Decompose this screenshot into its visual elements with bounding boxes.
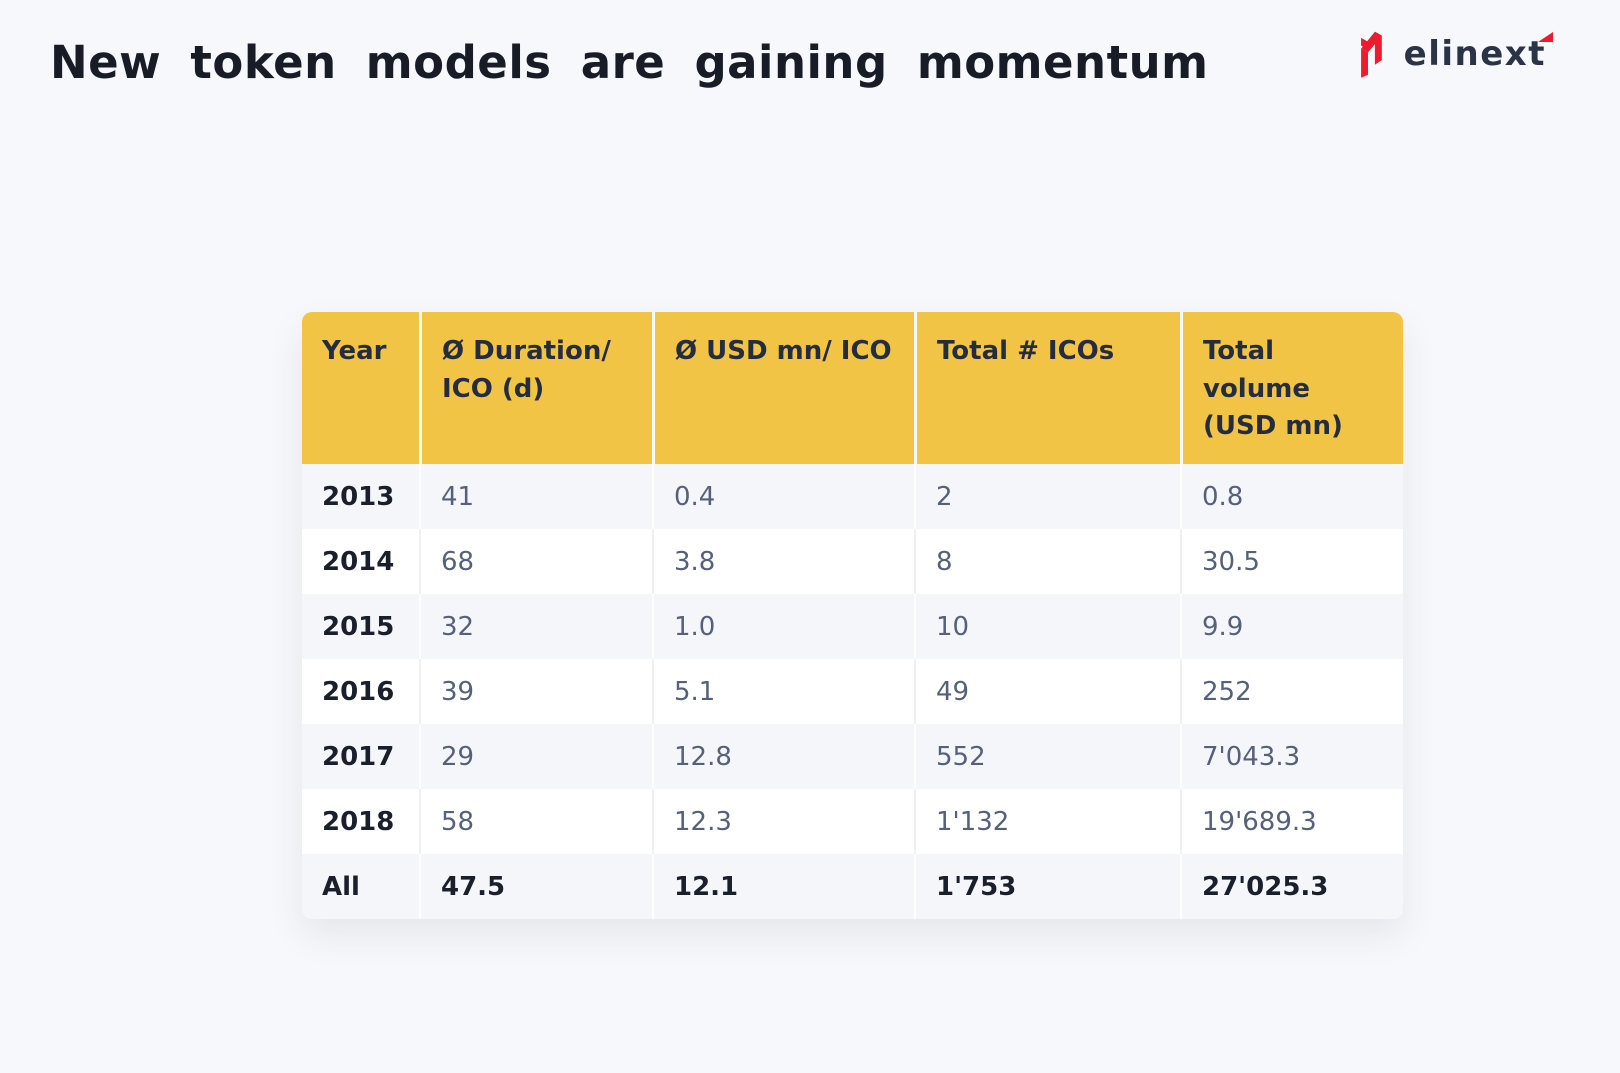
logo-accent-triangle bbox=[1538, 32, 1553, 42]
cell-year: 2014 bbox=[302, 529, 419, 595]
cell-year: All bbox=[302, 854, 419, 920]
cell-total-icos: 8 bbox=[914, 529, 1180, 595]
cell-total-icos: 10 bbox=[914, 594, 1180, 660]
cell-duration: 58 bbox=[419, 789, 652, 855]
cell-usd-per-ico: 12.8 bbox=[652, 724, 914, 790]
cell-usd-per-ico: 12.3 bbox=[652, 789, 914, 855]
column-header-usd-per-ico: Ø USD mn/ ICO bbox=[652, 312, 914, 465]
cell-total-volume: 252 bbox=[1180, 659, 1403, 725]
cell-usd-per-ico: 5.1 bbox=[652, 659, 914, 725]
cell-total-icos: 552 bbox=[914, 724, 1180, 790]
cell-duration: 39 bbox=[419, 659, 652, 725]
table-row-2013: 2013 41 0.4 2 0.8 bbox=[302, 464, 1403, 530]
cell-total-icos: 2 bbox=[914, 464, 1180, 530]
cell-total-volume: 9.9 bbox=[1180, 594, 1403, 660]
cell-total-volume: 27'025.3 bbox=[1180, 854, 1403, 920]
cell-total-icos: 1'132 bbox=[914, 789, 1180, 855]
cell-total-volume: 7'043.3 bbox=[1180, 724, 1403, 790]
column-header-total-volume: Total volume (USD mn) bbox=[1180, 312, 1403, 465]
column-header-year: Year bbox=[302, 312, 419, 465]
cell-duration: 41 bbox=[419, 464, 652, 530]
table-row-all: All 47.5 12.1 1'753 27'025.3 bbox=[302, 854, 1403, 920]
cell-duration: 68 bbox=[419, 529, 652, 595]
table-row-2014: 2014 68 3.8 8 30.5 bbox=[302, 529, 1403, 595]
cell-duration: 32 bbox=[419, 594, 652, 660]
table-header-row: Year Ø Duration/ ICO (d) Ø USD mn/ ICO T… bbox=[302, 312, 1403, 465]
cell-usd-per-ico: 3.8 bbox=[652, 529, 914, 595]
logo-text: elinext bbox=[1403, 34, 1546, 74]
cell-year: 2017 bbox=[302, 724, 419, 790]
ico-stats-table: Year Ø Duration/ ICO (d) Ø USD mn/ ICO T… bbox=[302, 312, 1403, 920]
table-row-2018: 2018 58 12.3 1'132 19'689.3 bbox=[302, 789, 1403, 855]
cell-year: 2018 bbox=[302, 789, 419, 855]
cell-year: 2015 bbox=[302, 594, 419, 660]
cell-usd-per-ico: 0.4 bbox=[652, 464, 914, 530]
elinext-n-icon bbox=[1360, 31, 1382, 78]
column-header-duration: Ø Duration/ ICO (d) bbox=[419, 312, 652, 465]
elinext-logo: elinext bbox=[1345, 26, 1553, 82]
cell-usd-per-ico: 12.1 bbox=[652, 854, 914, 920]
column-header-total-icos: Total # ICOs bbox=[914, 312, 1180, 465]
table-row-2016: 2016 39 5.1 49 252 bbox=[302, 659, 1403, 725]
cell-total-volume: 19'689.3 bbox=[1180, 789, 1403, 855]
cell-total-volume: 0.8 bbox=[1180, 464, 1403, 530]
cell-duration: 29 bbox=[419, 724, 652, 790]
cell-duration: 47.5 bbox=[419, 854, 652, 920]
page-title: New token models are gaining momentum bbox=[50, 36, 1209, 89]
cell-total-icos: 1'753 bbox=[914, 854, 1180, 920]
cell-total-icos: 49 bbox=[914, 659, 1180, 725]
cell-year: 2013 bbox=[302, 464, 419, 530]
cell-usd-per-ico: 1.0 bbox=[652, 594, 914, 660]
logo-wordmark: elinext bbox=[1403, 32, 1553, 74]
table-row-2015: 2015 32 1.0 10 9.9 bbox=[302, 594, 1403, 660]
cell-total-volume: 30.5 bbox=[1180, 529, 1403, 595]
cell-year: 2016 bbox=[302, 659, 419, 725]
table-row-2017: 2017 29 12.8 552 7'043.3 bbox=[302, 724, 1403, 790]
